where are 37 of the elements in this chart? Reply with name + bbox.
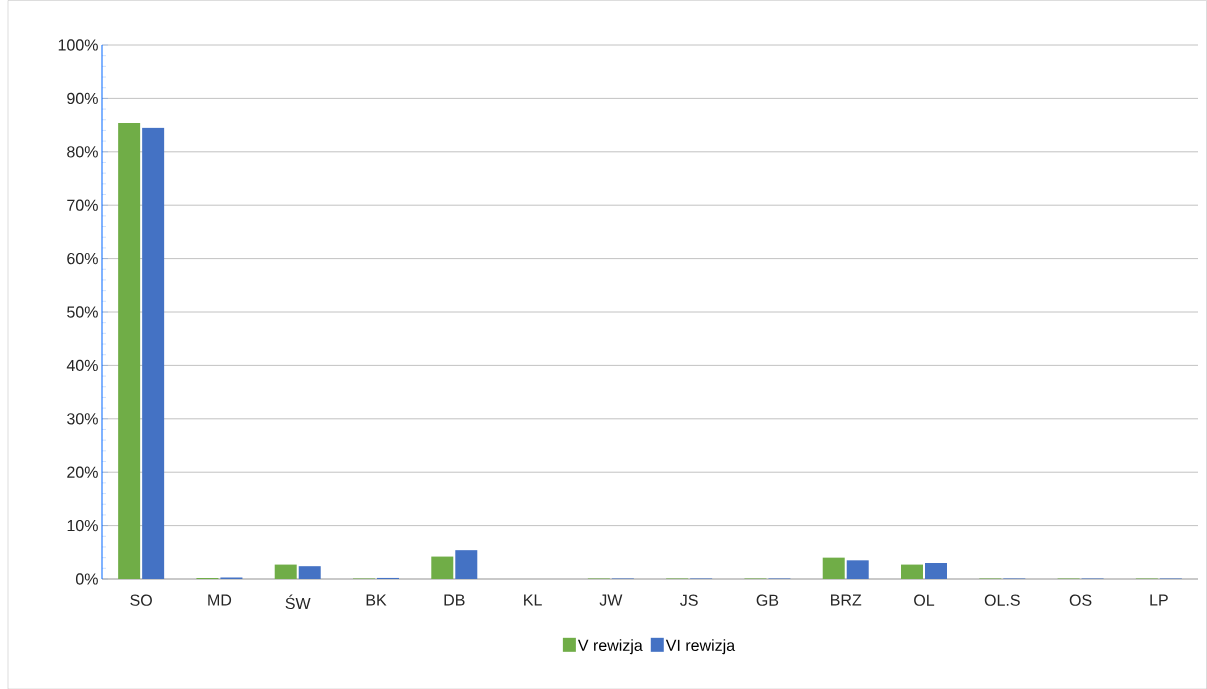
x-tick-label: KL	[524, 594, 542, 606]
x-tick-label: JW	[599, 594, 623, 606]
y-tick-label: 50%	[67, 306, 98, 318]
y-tick-label: 10%	[67, 519, 98, 532]
y-tick-label: 0%	[75, 573, 98, 585]
x-tick-label: OL	[914, 594, 935, 606]
bar	[118, 122, 141, 579]
x-tick-label: OS	[1069, 594, 1092, 606]
legend-label: VI rewizja	[665, 639, 736, 655]
bar	[142, 127, 165, 579]
x-tick-label: BK	[366, 594, 387, 606]
x-tick-label: BRZ	[831, 594, 862, 606]
x-tick-label: DB	[444, 594, 465, 606]
bar	[298, 566, 321, 579]
x-tick-label: SO	[130, 594, 152, 606]
bar	[901, 564, 924, 579]
x-tick-label: LP	[1150, 594, 1168, 606]
y-tick-label: 20%	[67, 466, 98, 478]
x-tick-label: OL.S	[984, 594, 1020, 606]
x-tick-label: JS	[680, 594, 698, 606]
y-tick-label: 30%	[67, 413, 98, 425]
legend-label: V rewizja	[577, 639, 643, 655]
y-tick-label: 70%	[67, 199, 98, 211]
x-tick-label: GB	[756, 594, 779, 606]
bar	[822, 557, 845, 579]
x-tick-label: ŚW	[285, 594, 311, 609]
y-tick-label: 80%	[67, 146, 98, 158]
bar	[846, 560, 869, 579]
y-tick-label: 90%	[67, 92, 98, 104]
y-tick-label: 100%	[58, 39, 98, 51]
bar	[925, 562, 948, 579]
y-tick-label: 40%	[66, 359, 98, 371]
y-tick-label: 60%	[67, 252, 98, 265]
x-tick-label: MD	[208, 594, 232, 606]
bar	[431, 556, 454, 579]
bar	[455, 550, 478, 579]
bar	[274, 564, 297, 579]
